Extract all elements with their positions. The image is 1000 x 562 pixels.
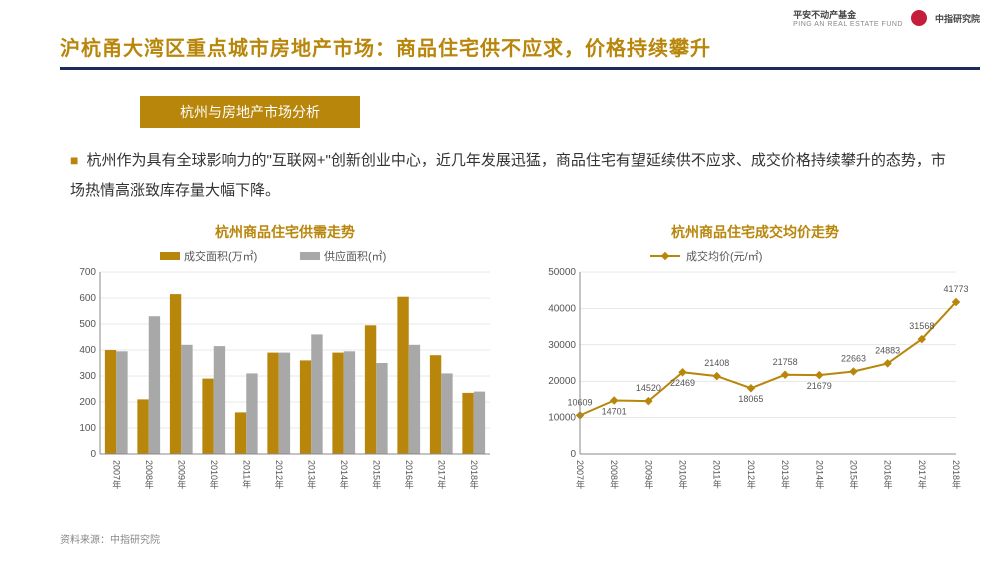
section-tag: 杭州与房地产市场分析 (140, 96, 360, 128)
svg-text:10000: 10000 (548, 413, 576, 424)
svg-text:40000: 40000 (548, 303, 576, 314)
svg-text:2009年: 2009年 (643, 460, 653, 490)
bar-chart: 0 100 200 300 400 500 600 700 成交面积(万㎡) 供应面积(㎡) 200… (60, 248, 500, 498)
svg-text:2016年: 2016年 (404, 460, 414, 490)
svg-text:2014年: 2014年 (339, 460, 349, 490)
bullet-icon: ■ (70, 152, 78, 168)
svg-text:2008年: 2008年 (144, 460, 154, 490)
bullet-content: 杭州作为具有全球影响力的"互联网+"创新创业中心，近几年发展迅猛，商品住宅有望延… (70, 152, 946, 199)
svg-text:14701: 14701 (602, 406, 627, 416)
svg-text:21408: 21408 (704, 358, 729, 368)
svg-text:2018年: 2018年 (951, 460, 961, 490)
svg-text:2017年: 2017年 (436, 460, 446, 490)
bar-chart-title: 杭州商品住宅供需走势 (60, 222, 510, 242)
charts-row: 杭州商品住宅供需走势 0 100 200 300 400 500 600 700 成交面积(万㎡… (60, 222, 980, 522)
title-bar: 沪杭甬大湾区重点城市房地产市场：商品住宅供不应求，价格持续攀升 (60, 32, 980, 70)
line-chart: 01000020000300004000050000成交均价(元/㎡)10609… (530, 248, 970, 498)
logo-pingan-sub: PING AN REAL ESTATE FUND (793, 21, 903, 28)
svg-text:22469: 22469 (670, 378, 695, 388)
svg-text:成交均价(元/㎡): 成交均价(元/㎡) (686, 249, 762, 263)
header-logos: 平安不动产基金 PING AN REAL ESTATE FUND 中指研究院 (793, 8, 980, 28)
svg-text:21679: 21679 (807, 381, 832, 391)
svg-text:41773: 41773 (943, 284, 968, 294)
line-chart-title: 杭州商品住宅成交均价走势 (530, 222, 980, 242)
svg-text:2015年: 2015年 (848, 460, 858, 490)
svg-text:2011年: 2011年 (241, 460, 251, 489)
svg-text:24883: 24883 (875, 345, 900, 355)
svg-text:30000: 30000 (548, 340, 576, 351)
svg-text:2014年: 2014年 (814, 460, 824, 490)
logo-pingan: 平安不动产基金 (793, 8, 903, 21)
source-label: 资料来源：中指研究院 (60, 531, 160, 546)
svg-text:18065: 18065 (738, 394, 763, 404)
svg-text:300: 300 (79, 371, 96, 382)
svg-text:2013年: 2013年 (306, 460, 316, 490)
svg-text:31568: 31568 (909, 321, 934, 331)
svg-text:50000: 50000 (548, 267, 576, 278)
svg-text:2015年: 2015年 (371, 460, 381, 490)
svg-text:2010年: 2010年 (209, 460, 219, 490)
body-text: ■杭州作为具有全球影响力的"互联网+"创新创业中心，近几年发展迅猛，商品住宅有望… (70, 146, 960, 206)
svg-text:2013年: 2013年 (780, 460, 790, 490)
title-underline (60, 67, 980, 70)
svg-text:2011年: 2011年 (712, 460, 722, 489)
svg-text:2012年: 2012年 (274, 460, 284, 490)
page-title: 沪杭甬大湾区重点城市房地产市场：商品住宅供不应求，价格持续攀升 (60, 32, 980, 61)
svg-text:100: 100 (79, 423, 96, 434)
svg-text:0: 0 (570, 449, 576, 460)
svg-text:400: 400 (79, 345, 96, 356)
svg-text:2017年: 2017年 (917, 460, 927, 490)
svg-text:700: 700 (79, 267, 96, 278)
svg-text:2012年: 2012年 (746, 460, 756, 490)
svg-text:600: 600 (79, 293, 96, 304)
bar-chart-box: 杭州商品住宅供需走势 0 100 200 300 400 500 600 700 成交面积(万㎡… (60, 222, 510, 522)
logo-cih: 中指研究院 (935, 12, 980, 25)
svg-text:2007年: 2007年 (575, 460, 585, 490)
svg-text:200: 200 (79, 397, 96, 408)
svg-text:供应面积(㎡): 供应面积(㎡) (324, 249, 386, 263)
svg-text:2007年: 2007年 (111, 460, 121, 490)
svg-text:500: 500 (79, 319, 96, 330)
svg-text:0: 0 (90, 449, 96, 460)
svg-text:21758: 21758 (773, 357, 798, 367)
svg-text:14520: 14520 (636, 383, 661, 393)
line-chart-box: 杭州商品住宅成交均价走势 0 10000 20000 30000 40000 50000 成… (530, 222, 980, 522)
svg-text:20000: 20000 (548, 376, 576, 387)
svg-text:2018年: 2018年 (469, 460, 479, 490)
svg-text:2009年: 2009年 (176, 460, 186, 490)
svg-text:22663: 22663 (841, 354, 866, 364)
svg-text:2008年: 2008年 (609, 460, 619, 490)
svg-text:2016年: 2016年 (883, 460, 893, 490)
logo-cih-icon (911, 10, 927, 26)
svg-text:2010年: 2010年 (678, 460, 688, 490)
svg-text:成交面积(万㎡): 成交面积(万㎡) (184, 249, 257, 263)
